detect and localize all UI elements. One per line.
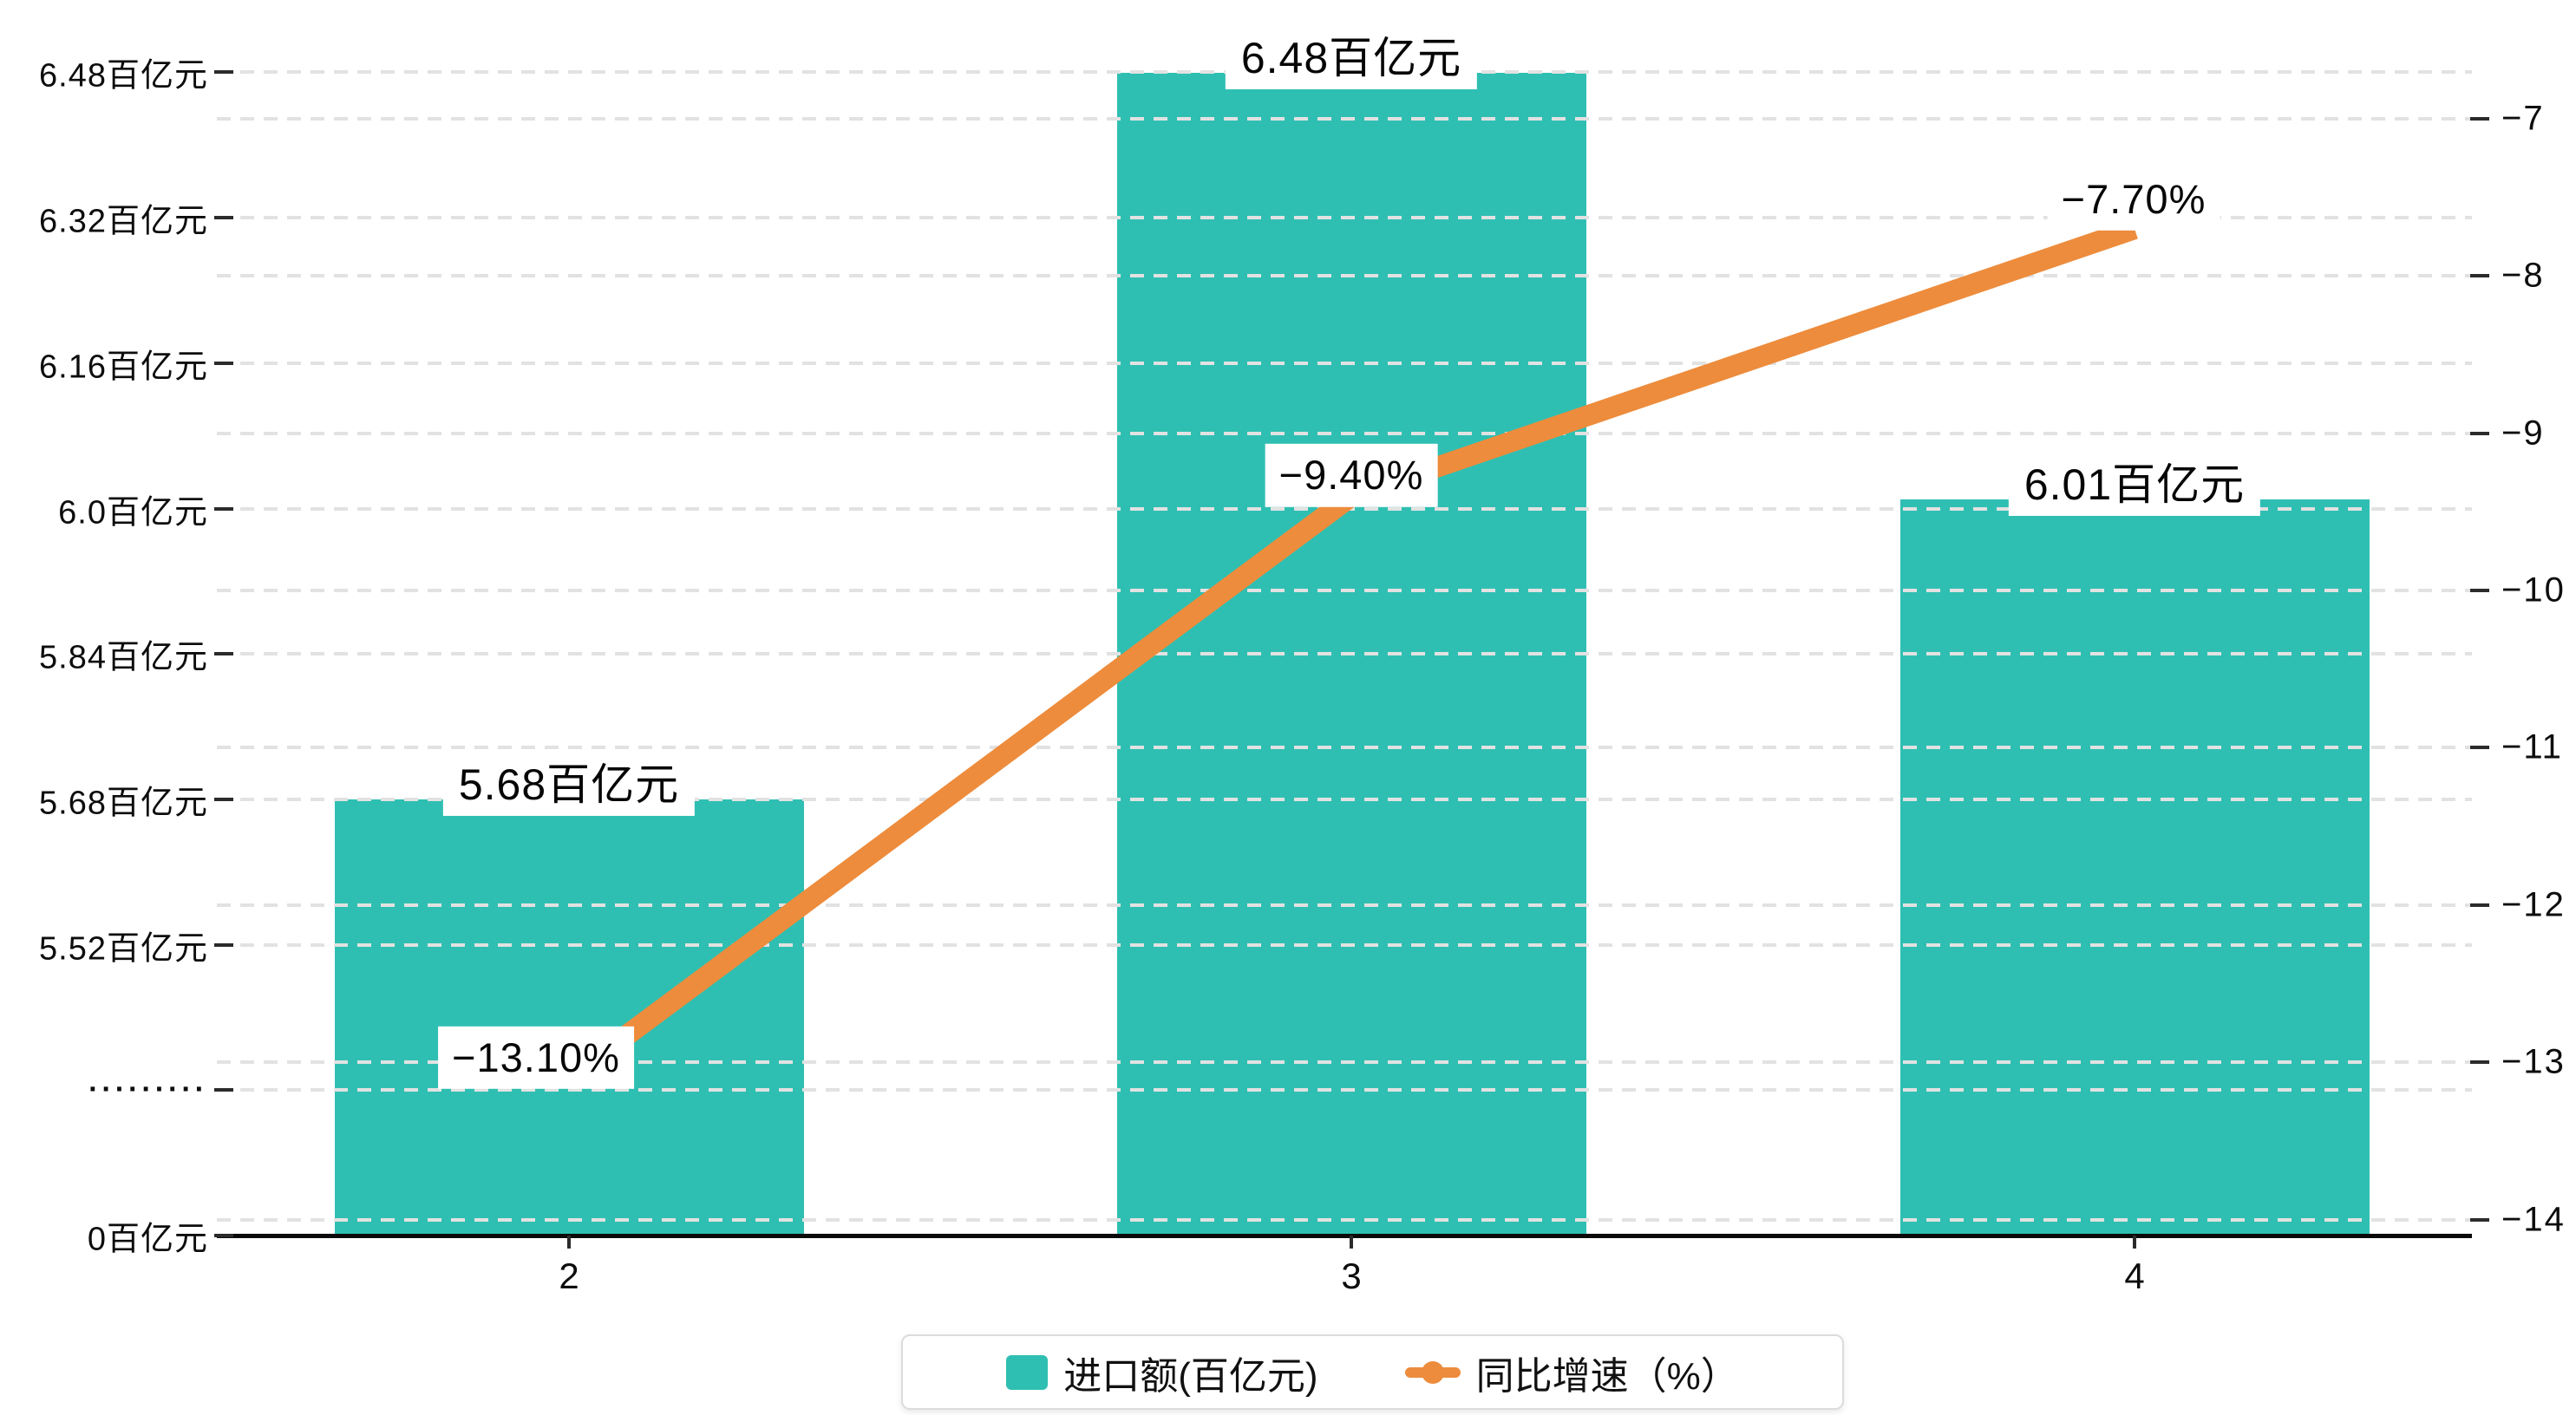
gridline <box>217 362 2472 365</box>
left-axis-tick-label: 6.48百亿元 <box>39 57 208 95</box>
line-series-swatch-icon <box>1404 1358 1461 1387</box>
left-axis-tick-label: 6.16百亿元 <box>39 349 208 386</box>
bar-series-swatch-icon <box>1006 1354 1049 1390</box>
right-axis-tick-label: −8 <box>2501 256 2545 295</box>
left-axis-tick-label: 5.68百亿元 <box>39 785 208 822</box>
bar-category-4[interactable] <box>1899 499 2370 1236</box>
bar-value-label: 6.01百亿元 <box>2008 454 2261 517</box>
left-axis-tick-label: 0百亿元 <box>87 1221 208 1258</box>
legend: 进口额(百亿元) 同比增速（%） <box>901 1334 1844 1410</box>
right-axis-tick-mark <box>2470 1060 2489 1064</box>
gridline <box>217 943 2472 947</box>
gridline <box>217 903 2472 907</box>
x-axis-tick-mark <box>567 1236 571 1249</box>
left-axis-tick-label: ········· <box>88 1073 208 1106</box>
gridline <box>217 1088 2472 1092</box>
left-axis-tick-mark <box>214 652 233 655</box>
growth-point-label: −9.40% <box>1265 444 1438 507</box>
left-axis-tick-label: 6.0百亿元 <box>58 494 208 531</box>
right-axis-tick-mark <box>2470 117 2489 121</box>
x-axis-line <box>217 1234 2472 1238</box>
left-axis-tick-label: 5.84百亿元 <box>39 639 208 676</box>
left-axis-tick-mark <box>214 1088 233 1092</box>
right-axis-tick-mark <box>2470 589 2489 592</box>
right-axis-tick-mark <box>2470 274 2489 277</box>
gridline <box>217 1060 2472 1064</box>
left-axis-tick-mark <box>214 798 233 801</box>
bar-category-2[interactable] <box>334 799 804 1236</box>
right-axis-tick-label: −7 <box>2501 99 2545 138</box>
left-axis-tick-mark <box>214 1234 233 1237</box>
gridline <box>217 432 2472 435</box>
legend-item-imports[interactable]: 进口额(百亿元) <box>1006 1345 1318 1400</box>
left-axis-tick-mark <box>214 70 233 74</box>
gridline <box>217 274 2472 277</box>
gridline <box>217 746 2472 749</box>
growth-point-label: −7.70% <box>2047 167 2220 231</box>
x-axis-tick-label: 2 <box>559 1255 579 1296</box>
legend-item-growth[interactable]: 同比增速（%） <box>1404 1345 1739 1400</box>
growth-point-label: −13.10% <box>438 1026 634 1089</box>
right-axis-tick-label: −14 <box>2501 1200 2566 1239</box>
gridline <box>217 1218 2472 1222</box>
bar-value-label: 5.68百亿元 <box>442 754 696 817</box>
right-axis-tick-mark <box>2470 1218 2489 1222</box>
right-axis-tick-label: −10 <box>2501 571 2566 610</box>
right-axis-tick-mark <box>2470 746 2489 749</box>
left-axis-tick-label: 5.52百亿元 <box>39 930 208 968</box>
right-axis-tick-label: −9 <box>2501 414 2545 453</box>
x-axis-tick-mark <box>2133 1236 2136 1249</box>
bar-value-label: 6.48百亿元 <box>1225 27 1478 89</box>
gridline <box>217 589 2472 592</box>
gridline <box>217 117 2472 121</box>
right-axis-tick-label: −13 <box>2501 1042 2566 1081</box>
growth-line[interactable] <box>562 218 2138 1087</box>
right-axis-tick-mark <box>2470 432 2489 435</box>
gridline <box>217 652 2472 655</box>
gridline <box>217 798 2472 801</box>
left-axis-tick-label: 6.32百亿元 <box>39 203 208 240</box>
legend-line-label: 同比增速（%） <box>1475 1354 1739 1398</box>
right-axis-tick-label: −11 <box>2501 727 2563 766</box>
legend-bar-label: 进口额(百亿元) <box>1063 1354 1318 1398</box>
left-axis-tick-mark <box>214 507 233 511</box>
left-axis-tick-mark <box>214 216 233 219</box>
gridline <box>217 216 2472 219</box>
right-axis-tick-mark <box>2470 903 2489 907</box>
x-axis-tick-label: 4 <box>2124 1255 2145 1296</box>
right-axis-tick-label: −12 <box>2501 885 2566 924</box>
left-axis-tick-mark <box>214 362 233 365</box>
x-axis-tick-label: 3 <box>1341 1255 1362 1296</box>
left-axis-tick-mark <box>214 943 233 947</box>
x-axis-tick-mark <box>1350 1236 1353 1249</box>
